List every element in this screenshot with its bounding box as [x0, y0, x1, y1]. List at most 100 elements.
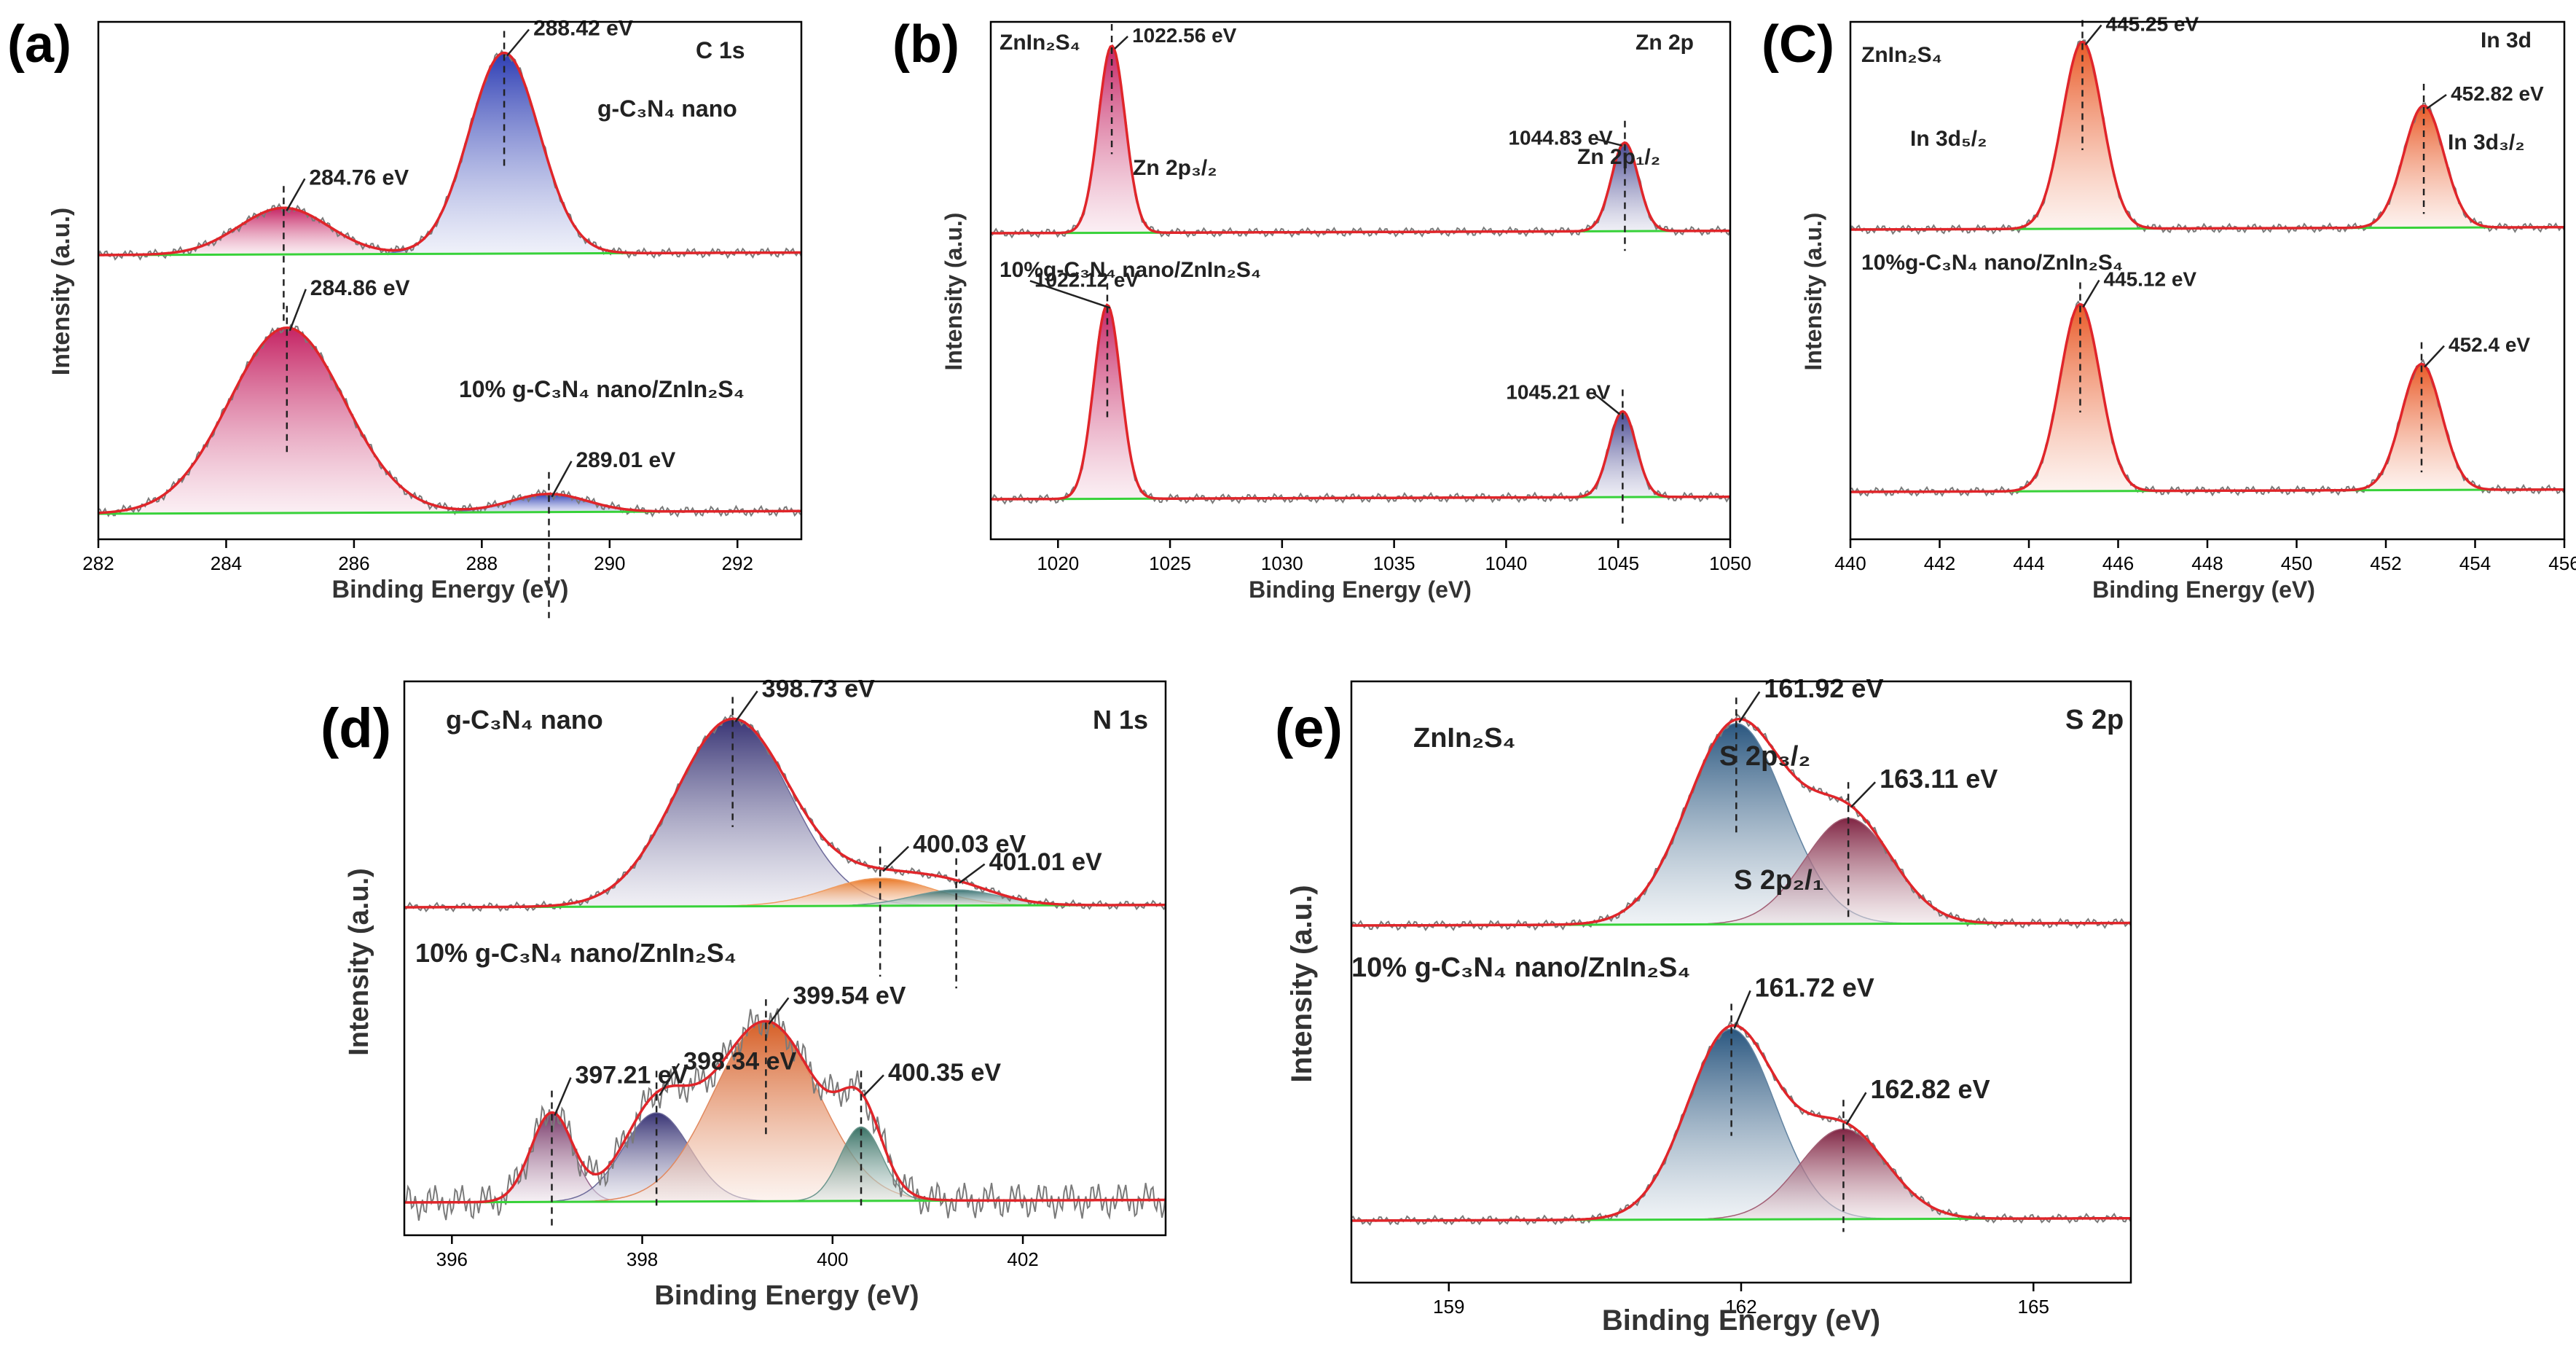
panel-d-frame	[403, 680, 1167, 1237]
panel-a-spectrum-0-label-1: 288.42 eV	[533, 16, 633, 40]
panel-c-xtick-label-5: 450	[2281, 552, 2312, 574]
panel-d-ylabel: Intensity (a.u.)	[344, 868, 374, 1056]
panel-b-ylabel: Intensity (a.u.)	[941, 213, 967, 371]
panel-d-spectrum-1-label-3: 400.35 eV	[888, 1059, 1001, 1087]
panel-e-subpeak-label-0: S 2p₃/₂	[1719, 741, 1810, 772]
panel-a-spectrum-1-envelope	[98, 326, 801, 514]
panel-c-spectrum-1-arrow-0	[2082, 279, 2100, 308]
panel-c-ylabel: Intensity (a.u.)	[1800, 213, 1826, 371]
panel-a-sample-label-1: 10% g-C₃N₄ nano/ZnIn₂S₄	[459, 376, 745, 402]
panel-e-spectrum-0-arrow-0	[1738, 691, 1761, 723]
panel-c: (C) 445.25 eV 452.82 eV ZnIn₂S₄ In 3d₅/₂ In 3…	[1762, 12, 2576, 603]
panel-a-xlabel: Binding Energy (eV)	[332, 576, 569, 603]
panel-c-spectrum-1-peak-1	[1850, 363, 2565, 493]
panel-d-xtick-label-1: 398	[627, 1248, 658, 1270]
panel-b-frame	[989, 20, 1732, 541]
panel-e-ylabel: Intensity (a.u.)	[1286, 885, 1318, 1082]
panel-b-spectrum-1-arrow-0	[1029, 280, 1111, 309]
panel-a-xtick-label-1: 284	[211, 552, 242, 574]
panel-a-sample-label-0: g-C₃N₄ nano	[597, 95, 737, 122]
panel-e-spectrum-0: 161.92 eV 163.11 eV	[1351, 673, 2132, 931]
panel-d-spectrum-1-label-2: 399.54 eV	[793, 982, 906, 1009]
panel-a-spectrum-1: 284.86 eV 289.01 eV	[98, 276, 802, 619]
panel-c-xtick-label-8: 456	[2548, 552, 2576, 574]
panel-b-sample-label-0: ZnIn₂S₄	[1000, 31, 1080, 55]
panel-b-sample-label-1: 10%g-C₃N₄ nano/ZnIn₂S₄	[1000, 258, 1261, 282]
panel-d-sample-label-1: 10% g-C₃N₄ nano/ZnIn₂S₄	[415, 938, 737, 968]
panel-b-subpeak-label-0: Zn 2p₃/₂	[1133, 156, 1217, 180]
panel-e-spectrum-1: 161.72 eV 162.82 eV	[1351, 972, 2132, 1232]
panel-c-xlabel: Binding Energy (eV)	[2092, 576, 2315, 603]
panel-b-xtick-label-2: 1030	[1261, 552, 1303, 574]
panel-e-core-level: S 2p	[2065, 705, 2124, 735]
panel-d-spectrum-0-arrow-0	[734, 690, 758, 723]
panel-d-spectrum-1-label-1: 398.34 eV	[683, 1047, 796, 1075]
panel-b-xtick-label-3: 1035	[1373, 552, 1415, 574]
panel-e-spectrum-0-arrow-1	[1850, 781, 1877, 808]
panel-a-spectrum-0-envelope	[98, 51, 801, 257]
panel-b-spectrum-1-label-0: 1022.12 eV	[1034, 268, 1139, 291]
panel-d-spectrum-1-label-0: 397.21 eV	[575, 1062, 688, 1089]
panel-d-spectrum-1-arrow-1	[659, 1063, 680, 1097]
panel-d-spectrum-0-arrow-1	[882, 845, 909, 872]
panel-e-spectrum-1-arrow-1	[1845, 1092, 1867, 1125]
panel-c-core-level: In 3d	[2481, 28, 2532, 52]
panel-b-spectrum-0-arrow-1	[1595, 138, 1622, 146]
panel-d-spectrum-0-label-0: 398.73 eV	[762, 675, 875, 703]
panel-b-spectrum-0-envelope	[991, 44, 1730, 235]
panel-c-spectrum-0-peak-1	[1850, 105, 2565, 230]
panel-b-xtick-label-4: 1040	[1485, 552, 1528, 574]
panel-e-spectrum-0-label-1: 163.11 eV	[1880, 764, 1998, 794]
panel-a-xtick-label-4: 290	[594, 552, 625, 574]
panel-c-spectrum-1-label-0: 445.12 eV	[2103, 267, 2196, 290]
panel-d-spectrum-0-arrow-2	[958, 863, 986, 884]
panel-a: (a) 284.76 eV 288.42 eV g-C₃N₄ nano 284.86 e…	[7, 15, 803, 619]
panel-d-xtick-label-3: 402	[1007, 1248, 1038, 1270]
panel-d-xtick-label-0: 396	[436, 1248, 468, 1270]
panel-e-xtick-label-1: 162	[1725, 1296, 1756, 1318]
panel-e-letter: (e)	[1275, 697, 1343, 759]
panel-d-xtick-label-2: 400	[817, 1248, 848, 1270]
panel-a-spectrum-1-peak-0	[98, 327, 802, 514]
panel-d-spectrum-1-arrow-2	[768, 997, 790, 1025]
panel-a-core-level: C 1s	[696, 37, 745, 63]
panel-e-spectrum-0-label-0: 161.92 eV	[1764, 673, 1883, 703]
panel-e-xtick-label-2: 165	[2018, 1296, 2049, 1318]
panel-b-spectrum-0-arrow-0	[1114, 36, 1128, 50]
panel-e-sample-label-0: ZnIn₂S₄	[1413, 723, 1516, 754]
panel-e-spectrum-1-label-1: 162.82 eV	[1870, 1074, 1990, 1104]
panel-a-letter: (a)	[7, 15, 71, 74]
panel-c-xtick-label-3: 446	[2102, 552, 2134, 574]
panel-c-spectrum-1: 445.12 eV 452.4 eV	[1850, 267, 2565, 497]
panel-a-frame	[97, 20, 803, 541]
panel-c-spectrum-1-envelope	[1850, 302, 2564, 493]
panel-c-xtick-label-7: 454	[2459, 552, 2491, 574]
panel-d-spectrum-0-label-2: 401.01 eV	[989, 848, 1102, 876]
panel-d-spectrum-0-envelope	[404, 717, 1166, 909]
panel-e-spectrum-1-peak-0	[1351, 1028, 2132, 1221]
panel-c-xtick-label-2: 444	[2013, 552, 2044, 574]
panel-a-xtick-label-2: 286	[338, 552, 369, 574]
panel-c-sample-label-1: 10%g-C₃N₄ nano/ZnIn₂S₄	[1861, 251, 2123, 275]
panel-a-spectrum-0-label-0: 284.76 eV	[309, 165, 409, 189]
panel-c-xtick-label-6: 452	[2370, 552, 2401, 574]
panel-d-spectrum-1-arrow-3	[863, 1074, 884, 1097]
panel-a-spectrum-0: 284.76 eV 288.42 eV	[98, 16, 802, 324]
panel-b-xtick-label-1: 1025	[1149, 552, 1191, 574]
panel-d-sample-label-0: g-C₃N₄ nano	[446, 705, 603, 735]
panel-e-spectrum-1-label-0: 161.72 eV	[1755, 972, 1874, 1002]
panel-e-xlabel: Binding Energy (eV)	[1602, 1304, 1880, 1337]
panel-c-xtick-label-1: 442	[1924, 552, 1955, 574]
panel-c-spectrum-0-arrow-0	[2084, 24, 2102, 46]
panel-d-spectrum-0-peak-0	[404, 719, 1166, 908]
panel-a-spectrum-1-label-1: 289.01 eV	[576, 448, 675, 472]
panel-e-spectrum-1-envelope	[1351, 1024, 2131, 1222]
panel-a-spectrum-0-peak-1	[98, 52, 802, 256]
panel-b-spectrum-1-label-1: 1045.21 eV	[1506, 381, 1611, 404]
panel-c-spectrum-0-label-0: 445.25 eV	[2106, 12, 2199, 35]
panel-c-spectrum-0-label-1: 452.82 eV	[2451, 82, 2544, 105]
panel-b-spectrum-0: 1022.56 eV 1044.83 eV	[990, 23, 1731, 251]
